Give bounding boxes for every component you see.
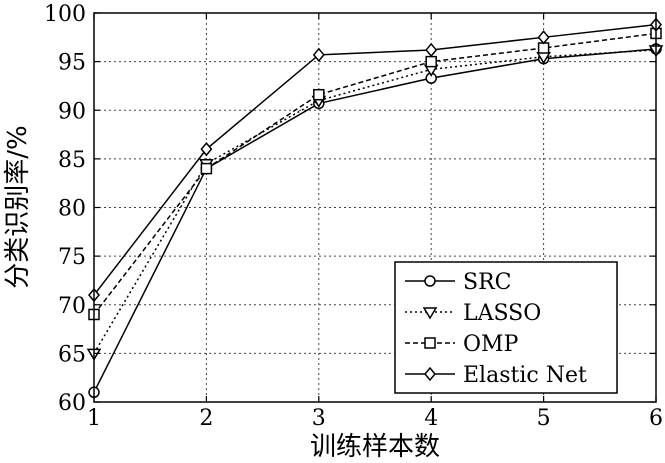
- legend-label: SRC: [463, 270, 511, 295]
- series-line: [93, 23, 657, 296]
- series-elastic-net: [88, 17, 662, 303]
- x-tick-label: 3: [312, 406, 326, 431]
- legend-label: Elastic Net: [463, 363, 587, 388]
- y-tick-label: 90: [58, 99, 86, 124]
- legend-entry: SRC: [405, 270, 511, 295]
- x-tick-label: 1: [87, 406, 101, 431]
- y-tick-label: 85: [58, 148, 86, 173]
- legend-label: LASSO: [463, 301, 541, 326]
- x-tick-label: 6: [649, 406, 663, 431]
- data-point: [312, 47, 325, 62]
- legend-marker: [424, 275, 436, 287]
- legend-marker: [422, 307, 438, 320]
- series-lines: [86, 17, 664, 399]
- data-point: [313, 88, 325, 101]
- x-axis-label: 训练样本数: [310, 432, 440, 462]
- series-omp: [88, 27, 662, 321]
- data-point: [425, 55, 437, 68]
- legend-entry: LASSO: [405, 301, 541, 326]
- x-tick-label: 5: [537, 406, 551, 431]
- x-tick-label: 4: [424, 406, 438, 431]
- y-tick-label: 100: [44, 2, 86, 27]
- data-point: [537, 42, 550, 54]
- data-point: [200, 162, 213, 175]
- series-line: [93, 48, 657, 393]
- grid: [94, 13, 656, 402]
- data-point: [200, 141, 213, 157]
- y-tick-label: 80: [58, 197, 86, 222]
- data-point: [425, 42, 438, 58]
- y-axis-label: 分类识别率/%: [3, 125, 33, 288]
- legend-marker: [424, 337, 436, 349]
- y-tick-label: 70: [58, 294, 86, 319]
- y-tick-label: 65: [58, 342, 86, 367]
- y-tick-label: 60: [58, 391, 86, 416]
- legend-entry: Elastic Net: [405, 363, 587, 388]
- legend-label: OMP: [463, 332, 519, 357]
- y-tick-label: 95: [58, 51, 86, 76]
- legend: SRC LASSO OMP Elastic Net: [394, 261, 618, 394]
- series-line: [93, 32, 657, 315]
- axis-ticks: 1 2 3 4 5 6 60 65 70 75 80 85 90 95 100: [44, 2, 663, 431]
- legend-marker: [424, 366, 436, 382]
- x-tick-label: 2: [199, 406, 213, 431]
- data-point: [537, 30, 550, 45]
- y-tick-label: 75: [58, 245, 86, 270]
- legend-entry: OMP: [405, 332, 519, 357]
